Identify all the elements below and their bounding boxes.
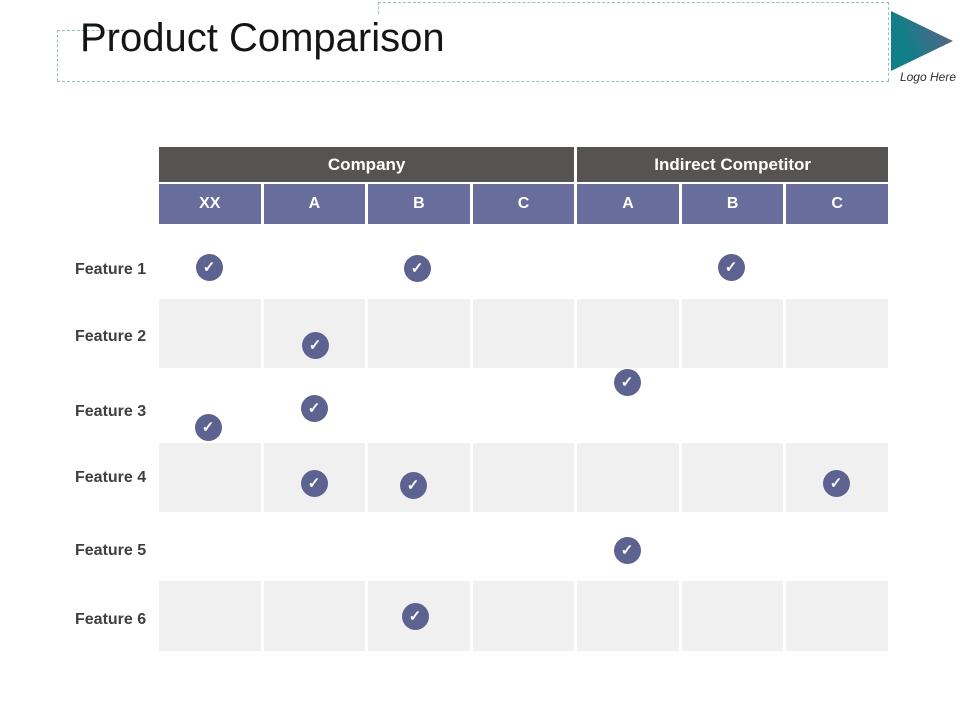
check-icon-feature-4-company-b: ✓	[399, 471, 427, 499]
table-stripe-row	[159, 581, 888, 651]
table-stripe-row	[159, 299, 888, 368]
group-header-company: Company	[159, 147, 575, 182]
stripe-cell	[368, 299, 470, 368]
logo-here-label: Logo Here	[899, 70, 956, 84]
check-icon-feature-1-indirect-competitor-b: ✓	[717, 253, 745, 281]
stripe-cell	[159, 299, 261, 368]
row-label-feature-2: Feature 2	[75, 328, 147, 345]
row-label-feature-1: Feature 1	[75, 261, 147, 278]
stripe-cell	[577, 299, 679, 368]
page-title: Product Comparison	[80, 16, 445, 60]
column-header-company-b: B	[368, 184, 470, 224]
check-icon-feature-2-company-a: ✓	[301, 331, 329, 359]
row-label-feature-4: Feature 4	[75, 469, 147, 486]
column-header-indirect-competitor-b: B	[681, 184, 784, 224]
stripe-cell	[577, 581, 679, 651]
stripe-cell	[263, 581, 366, 651]
check-icon-feature-3-company-xx: ✓	[194, 413, 222, 441]
column-header-company-c: C	[472, 184, 575, 224]
column-header-company-a: A	[263, 184, 366, 224]
check-icon-feature-1-company-xx: ✓	[195, 253, 223, 281]
check-icon-feature-4-company-a: ✓	[300, 469, 328, 497]
check-icon-feature-2-indirect-competitor-a: ✓	[613, 368, 641, 396]
check-icon-feature-5-indirect-competitor-a: ✓	[613, 536, 641, 564]
stripe-cell	[472, 581, 575, 651]
column-header-company-xx: XX	[159, 184, 261, 224]
row-label-feature-6: Feature 6	[75, 611, 147, 628]
stripe-cell	[681, 581, 784, 651]
row-label-feature-3: Feature 3	[75, 403, 147, 420]
check-icon-feature-3-company-a: ✓	[300, 394, 328, 422]
stripe-cell	[472, 299, 575, 368]
stripe-cell	[577, 443, 679, 512]
stripe-cell	[786, 299, 888, 368]
stripe-cell	[681, 443, 784, 512]
check-icon-feature-4-indirect-competitor-c: ✓	[822, 469, 850, 497]
column-header-indirect-competitor-a: A	[577, 184, 679, 224]
column-header-indirect-competitor-c: C	[786, 184, 888, 224]
check-icon-feature-1-company-b: ✓	[403, 254, 431, 282]
stripe-cell	[681, 299, 784, 368]
stripe-cell	[786, 581, 888, 651]
table-stripe-row	[159, 443, 888, 512]
stripe-cell	[159, 443, 261, 512]
group-header-indirect-competitor: Indirect Competitor	[577, 147, 888, 182]
check-icon-feature-6-company-b: ✓	[401, 602, 429, 630]
stripe-cell	[472, 443, 575, 512]
logo-triangle-icon	[891, 11, 953, 71]
row-label-feature-5: Feature 5	[75, 542, 147, 559]
stripe-cell	[159, 581, 261, 651]
